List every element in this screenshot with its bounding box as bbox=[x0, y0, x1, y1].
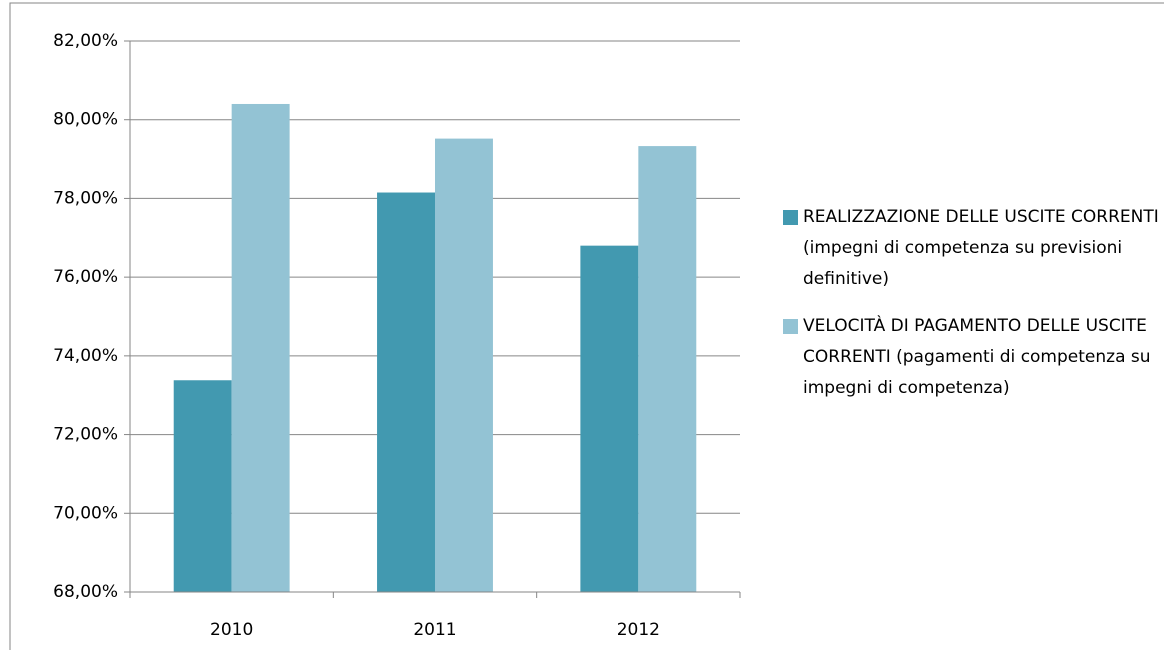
bar bbox=[377, 192, 435, 592]
bar bbox=[580, 245, 639, 592]
x-tick-label: 2012 bbox=[617, 620, 660, 640]
x-tick-label: 2010 bbox=[210, 620, 253, 640]
bar bbox=[173, 380, 232, 592]
y-tick-label: 72,00% bbox=[53, 425, 118, 445]
y-tick-label: 82,00% bbox=[53, 31, 118, 51]
legend-swatch bbox=[783, 210, 798, 225]
y-tick-label: 74,00% bbox=[53, 346, 118, 366]
y-tick-label: 76,00% bbox=[53, 267, 118, 287]
frame bbox=[9, 2, 1164, 650]
y-tick-label: 70,00% bbox=[53, 503, 118, 523]
legend-label: REALIZZAZIONE DELLE USCITE CORRENTI (imp… bbox=[803, 207, 1159, 289]
legend-entry: VELOCITÀ DI PAGAMENTO DELLE USCITE CORRE… bbox=[783, 311, 1163, 404]
legend-swatch bbox=[783, 319, 798, 334]
bar bbox=[435, 138, 493, 592]
bar bbox=[638, 146, 697, 593]
legend-label: VELOCITÀ DI PAGAMENTO DELLE USCITE CORRE… bbox=[803, 316, 1151, 398]
x-tick-label: 2011 bbox=[413, 620, 456, 640]
y-tick-label: 78,00% bbox=[53, 188, 118, 208]
bar bbox=[231, 103, 290, 592]
y-tick-label: 68,00% bbox=[53, 582, 118, 602]
legend-entry: REALIZZAZIONE DELLE USCITE CORRENTI (imp… bbox=[783, 202, 1163, 295]
legend: REALIZZAZIONE DELLE USCITE CORRENTI (imp… bbox=[783, 202, 1163, 420]
y-tick-label: 80,00% bbox=[53, 110, 118, 130]
